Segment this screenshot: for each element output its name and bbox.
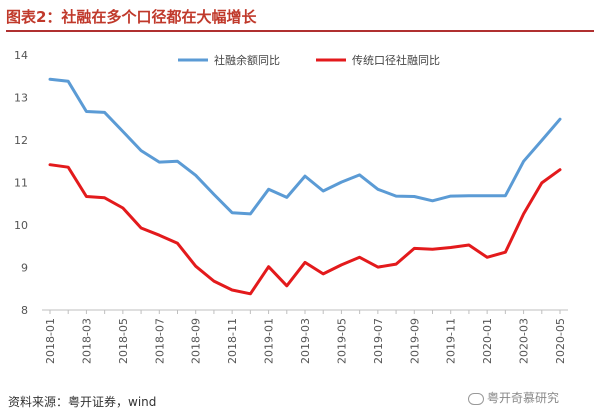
wechat-icon: [468, 392, 484, 405]
x-tick-label: 2019-11: [445, 318, 458, 364]
x-tick-label: 2020-01: [481, 318, 494, 364]
series-line-2: [48, 163, 562, 296]
y-tick-label: 12: [14, 134, 28, 147]
x-tick-label: 2018-09: [190, 318, 203, 364]
x-tick-label: 2019-07: [372, 318, 385, 364]
watermark-text: 粤开奇慕研究: [487, 391, 560, 405]
series-lines: [48, 77, 562, 296]
x-tick-label: 2018-05: [117, 318, 130, 364]
title-bar: 图表2：社融在多个口径都在大幅增长: [6, 4, 594, 32]
x-tick-label: 2018-11: [226, 318, 239, 364]
y-tick-label: 11: [14, 177, 28, 190]
x-tick-label: 2019-05: [335, 318, 348, 364]
x-tick-label: 2019-01: [263, 318, 276, 364]
legend-label: 社融余额同比: [214, 53, 280, 67]
x-tick-label: 2018-03: [80, 318, 93, 364]
y-axis: 8 9 10 11 12 13 14: [14, 49, 28, 317]
y-tick-label: 13: [14, 92, 28, 105]
x-tick-label: 2020-03: [518, 318, 531, 364]
x-tick-label: 2018-01: [44, 318, 57, 364]
x-tick-label: 2019-09: [408, 318, 421, 364]
y-tick-label: 8: [21, 304, 28, 317]
x-tick-label: 2020-05: [554, 318, 567, 364]
x-tick-label: 2019-03: [299, 318, 312, 364]
y-tick-label: 14: [14, 49, 28, 62]
y-tick-label: 9: [21, 262, 28, 275]
x-axis: 2018-01 2018-03 2018-05 2018-07 2018-09 2018-…: [42, 309, 568, 364]
chart-title: 图表2：社融在多个口径都在大幅增长: [6, 8, 257, 26]
legend: 社融余额同比 传统口径社融同比: [178, 53, 440, 67]
x-tick-label: 2018-07: [153, 318, 166, 364]
series-line-1: [48, 77, 562, 216]
y-tick-label: 10: [14, 219, 28, 232]
legend-label: 传统口径社融同比: [352, 53, 440, 67]
watermark: 粤开奇慕研究: [468, 389, 559, 406]
source-note: 资料来源：粤开证券，wind: [8, 395, 157, 409]
